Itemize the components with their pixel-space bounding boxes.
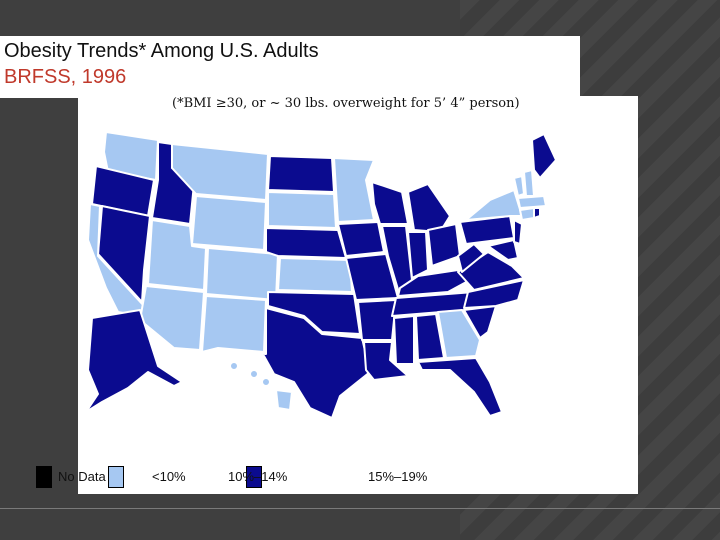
state-georgia [437,309,481,359]
legend-swatch-10-14 [246,466,262,488]
state-wisconsin [371,181,409,225]
state-florida [417,357,503,417]
state-louisiana [363,341,409,381]
legend-label-15-19: 15%–19% [368,469,428,484]
state-mississippi [393,315,415,365]
legend-swatch-no-data [36,466,52,488]
state-ohio [427,223,461,267]
state-maryland [487,239,519,261]
state-utah [147,219,207,291]
state-rhode-island [533,207,541,219]
state-new-mexico [201,295,267,353]
legend-swatch-lt10 [108,466,124,488]
state-north-carolina [463,279,525,309]
state-new-jersey [513,219,523,245]
legend-label-lt10: <10% [152,469,186,484]
bmi-note: (*BMI ≥30, or ~ 30 lbs. overweight for 5… [172,96,520,111]
state-vermont [513,175,525,197]
state-michigan [407,183,451,233]
state-new-hampshire [523,169,535,197]
title-band [0,36,580,98]
state-connecticut [519,207,535,221]
state-nebraska [265,227,347,259]
legend-label-no-data: No Data [58,469,106,484]
state-south-dakota [267,191,337,229]
state-hawaii [229,361,293,411]
state-north-dakota [267,155,335,193]
state-new-york [465,189,523,221]
state-kansas [277,257,353,293]
state-west-virginia [457,243,485,273]
state-minnesota [333,157,375,223]
state-alabama [415,313,445,361]
state-indiana [407,231,429,279]
state-arkansas [357,299,397,341]
footer-divider [0,508,720,509]
state-alaska [85,309,183,413]
slide-title: Obesity Trends* Among U.S. Adults [4,40,319,62]
state-wyoming [191,195,267,251]
slide-subtitle: BRFSS, 1996 [4,66,127,88]
legend-label-10-14: 10%–14% [228,469,288,484]
state-maine [531,133,557,179]
us-obesity-map [85,131,557,419]
state-iowa [337,221,385,257]
state-montana [171,143,269,201]
state-texas [219,307,371,419]
state-massachusetts [517,195,547,209]
